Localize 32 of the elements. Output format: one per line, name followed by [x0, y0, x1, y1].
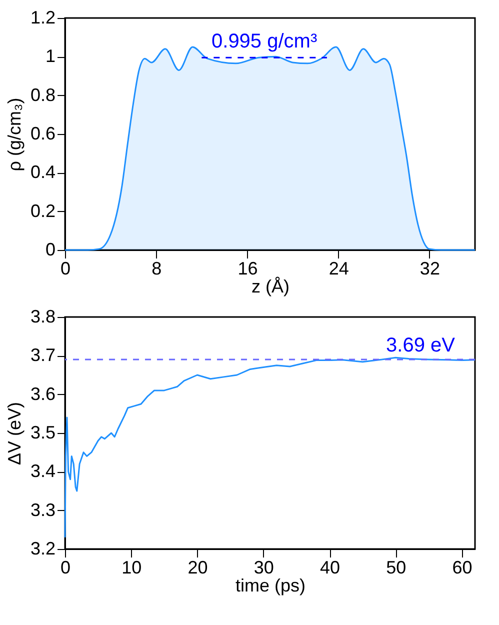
x-axis-title: z (Å): [252, 276, 290, 296]
x-tick-label: 30: [254, 558, 274, 578]
ref-line-label: 3.69 eV: [386, 334, 456, 357]
x-tick-label: 60: [452, 558, 472, 578]
y-axis-title: ΔV (eV): [4, 402, 24, 466]
x-tick-label: 50: [386, 558, 406, 578]
x-tick-label: 24: [328, 258, 349, 278]
x-tick-label: 0: [60, 558, 71, 578]
y-tick-label: 0: [45, 240, 56, 260]
annotation: 0.995 g/cm³: [212, 30, 318, 53]
x-tick-label: 8: [152, 258, 162, 278]
y-tick-label: 3.2: [30, 538, 56, 558]
y-tick-label: 3.4: [30, 461, 56, 482]
x-tick-label: 40: [320, 558, 340, 578]
x-axis-title: time (ps): [235, 576, 306, 596]
x-tick-label: 0: [60, 258, 71, 278]
y-tick-label: 3.7: [30, 345, 56, 366]
y-tick-label: 3.8: [30, 306, 56, 326]
y-tick-label: 0.2: [30, 200, 56, 221]
y-axis-title: ρ (g/cm₃): [4, 98, 24, 172]
y-tick-label: 1: [45, 46, 56, 66]
y-tick-label: 0.8: [30, 84, 56, 105]
y-tick-label: 3.5: [30, 422, 56, 442]
x-tick-label: 16: [238, 258, 258, 278]
y-tick-label: 1.2: [30, 8, 56, 28]
x-tick-label: 32: [420, 258, 440, 278]
y-tick-label: 0.6: [30, 124, 56, 144]
x-tick-label: 20: [188, 558, 208, 578]
y-tick-label: 3.6: [30, 384, 56, 404]
y-tick-label: 3.3: [30, 500, 56, 520]
x-tick-label: 10: [122, 558, 142, 578]
y-tick-label: 0.4: [30, 162, 56, 182]
